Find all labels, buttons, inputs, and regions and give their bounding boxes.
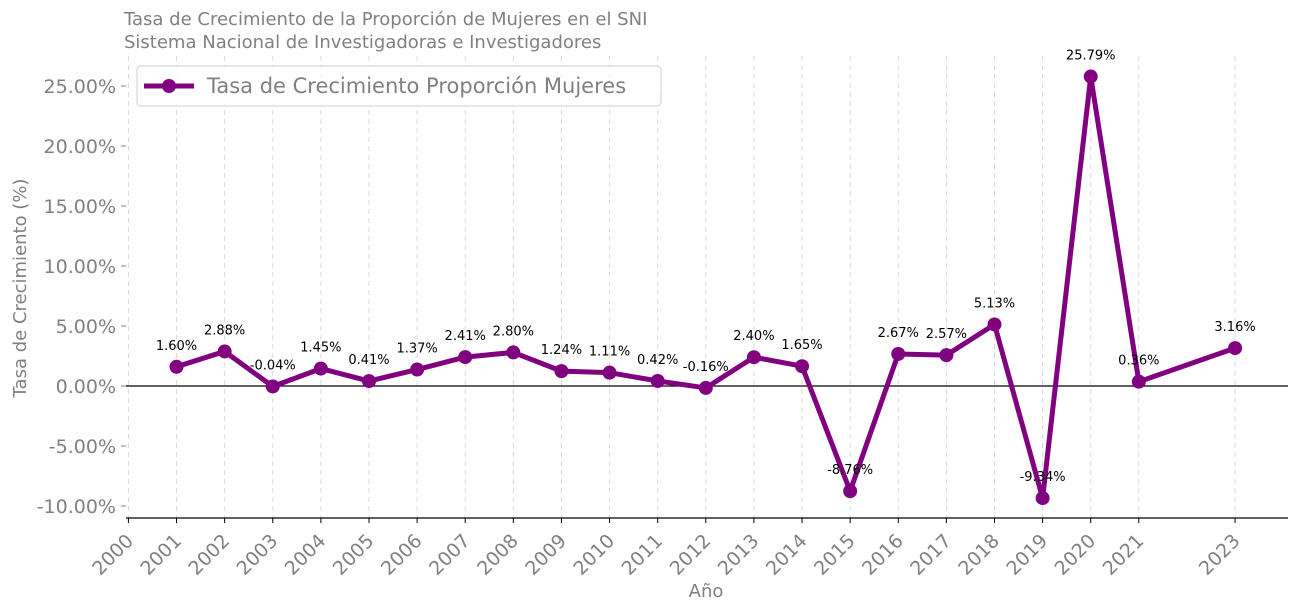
x-tick-label: 2015 [810, 530, 860, 580]
chart-title-block: Tasa de Crecimiento de la Proporción de … [124, 8, 647, 54]
data-label: 2.67% [878, 326, 919, 341]
data-label: -0.04% [250, 358, 296, 373]
x-tick-label: 2006 [377, 530, 427, 580]
legend-label: Tasa de Crecimiento Proporción Mujeres [206, 74, 626, 98]
data-point [265, 379, 280, 394]
data-point [1035, 491, 1050, 506]
data-point [602, 365, 617, 380]
x-tick-label: 2023 [1195, 530, 1245, 580]
data-label: 1.60% [156, 339, 197, 354]
data-point [217, 344, 232, 359]
data-label: 3.16% [1214, 320, 1255, 335]
data-label: 25.79% [1066, 49, 1116, 64]
data-point [1131, 374, 1146, 389]
data-point [891, 346, 906, 361]
data-label: 0.41% [348, 353, 389, 368]
data-point [650, 373, 665, 388]
data-label: 1.65% [781, 338, 822, 353]
x-tick-label: 2017 [906, 530, 956, 580]
chart-title: Tasa de Crecimiento de la Proporción de … [124, 9, 648, 30]
y-tick-label: 5.00% [56, 316, 116, 338]
data-point [1228, 341, 1243, 356]
x-tick-label: 2011 [617, 530, 667, 580]
x-tick-label: 2001 [136, 530, 186, 580]
data-label: 2.88% [204, 323, 245, 338]
axes-layer: 2000200120022003200420052006200720082009… [37, 76, 1288, 580]
y-tick-label: 20.00% [44, 136, 116, 158]
data-label: 2.40% [733, 329, 774, 344]
chart-subtitle: Sistema Nacional de Investigadoras e Inv… [124, 32, 602, 53]
series-layer [169, 69, 1243, 506]
x-tick-label: 2005 [329, 530, 379, 580]
legend-box [136, 65, 662, 107]
data-point [313, 361, 328, 376]
data-point [361, 374, 376, 389]
data-label: 2.57% [926, 327, 967, 342]
x-tick-label: 2010 [569, 530, 619, 580]
x-tick-label: 2003 [233, 530, 283, 580]
data-point [1083, 69, 1098, 84]
data-label: 0.42% [637, 353, 678, 368]
x-tick-label: 2021 [1099, 530, 1149, 580]
data-label: 0.36% [1118, 354, 1159, 369]
x-tick-label: 2004 [281, 530, 331, 580]
x-tick-label: 2000 [88, 530, 138, 580]
series-line [174, 74, 1238, 501]
data-label: 1.45% [300, 341, 341, 356]
x-tick-label: 2007 [425, 530, 475, 580]
data-point [506, 345, 521, 360]
data-point [458, 350, 473, 365]
x-tick-label: 2008 [473, 530, 523, 580]
y-tick-label: -5.00% [49, 436, 116, 458]
data-point [746, 350, 761, 365]
data-point [698, 380, 713, 395]
x-tick-label: 2009 [521, 530, 571, 580]
data-point [169, 359, 184, 374]
data-labels-layer: 1.60% 2.88% -0.04% 1.45% 0.41% 1.37% 2.41% 2.80… [156, 49, 1256, 486]
y-tick-label: -10.00% [37, 496, 116, 518]
x-tick-label: 2018 [954, 530, 1004, 580]
data-label: 1.11% [589, 345, 630, 360]
x-tick-label: 2019 [1002, 530, 1052, 580]
data-label: -0.16% [683, 360, 729, 375]
legend-marker-swatch [162, 79, 176, 93]
y-tick-label: 25.00% [44, 76, 116, 98]
x-tick-label: 2014 [762, 530, 812, 580]
y-tick-label: 0.00% [56, 376, 116, 398]
x-tick-label: 2013 [714, 530, 764, 580]
data-point [843, 484, 858, 499]
data-point [987, 317, 1002, 332]
y-tick-label: 15.00% [44, 196, 116, 218]
x-tick-label: 2002 [184, 530, 234, 580]
data-point [939, 348, 954, 363]
data-point [554, 364, 569, 379]
data-label: 5.13% [974, 296, 1015, 311]
data-point [795, 359, 810, 374]
data-label: -9.34% [1020, 470, 1066, 485]
data-label: 1.37% [396, 342, 437, 357]
legend: Tasa de Crecimiento Proporción Mujeres [136, 65, 662, 107]
x-axis-title: Año [689, 581, 724, 602]
data-label: 2.41% [445, 329, 486, 344]
data-point [410, 362, 425, 377]
data-label: -8.76% [827, 463, 873, 478]
data-label: 1.24% [541, 343, 582, 358]
data-label: 2.80% [493, 324, 534, 339]
grid-layer [127, 56, 1236, 518]
y-axis-title: Tasa de Crecimiento (%) [10, 179, 31, 399]
x-tick-label: 2012 [666, 530, 716, 580]
y-tick-label: 10.00% [44, 256, 116, 278]
x-tick-label: 2020 [1051, 530, 1101, 580]
x-tick-label: 2016 [858, 530, 908, 580]
